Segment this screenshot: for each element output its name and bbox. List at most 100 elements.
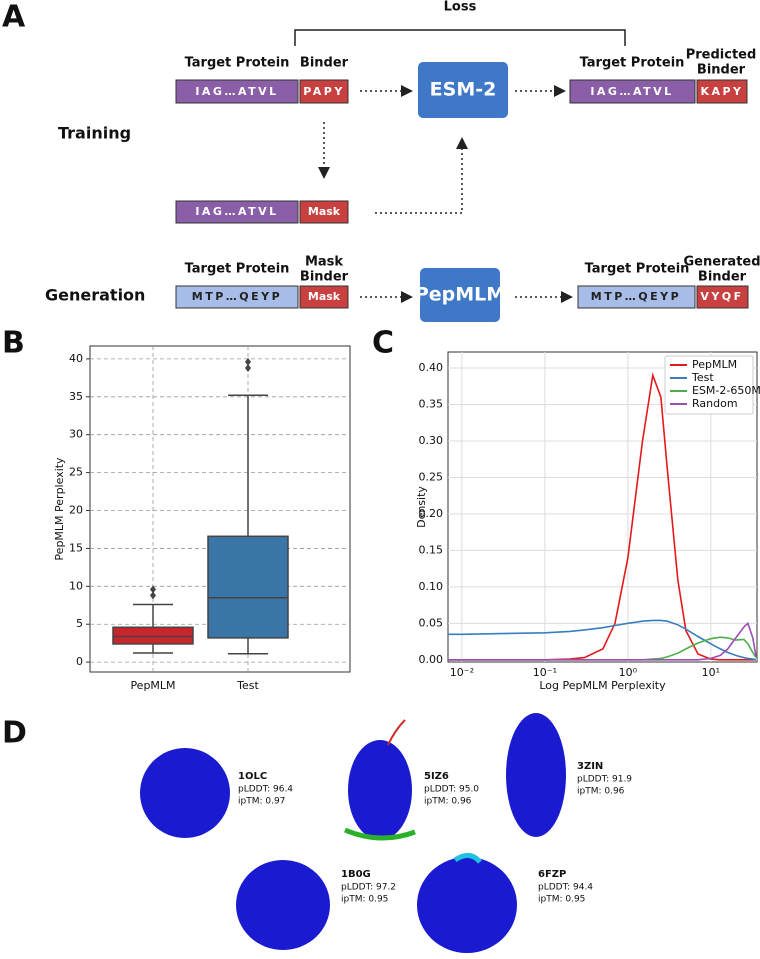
protein-structure bbox=[417, 857, 517, 953]
plddt: pLDDT: 94.4 bbox=[538, 883, 593, 893]
outlier bbox=[245, 363, 251, 372]
header: Mask bbox=[305, 255, 343, 270]
x-tick-label: 10⁻² bbox=[450, 666, 474, 679]
seq-box bbox=[569, 79, 696, 104]
protein-structure bbox=[236, 860, 330, 950]
seq-box bbox=[696, 79, 748, 104]
header: Binder bbox=[697, 63, 746, 78]
y-tick-label: 0.00 bbox=[419, 653, 444, 666]
row-label: Generation bbox=[45, 286, 145, 305]
header: Generated bbox=[683, 255, 760, 270]
y-axis-label: Density bbox=[415, 486, 428, 528]
density-curve bbox=[448, 619, 757, 661]
outlier bbox=[150, 585, 156, 594]
plddt: pLDDT: 96.4 bbox=[238, 785, 293, 795]
y-tick-label: 30 bbox=[69, 428, 83, 441]
x-tick-label: 10⁻¹ bbox=[533, 666, 557, 679]
panel-label: A bbox=[2, 0, 26, 35]
panel-label: C bbox=[372, 326, 394, 361]
seq: Mask bbox=[308, 290, 341, 303]
seq-box bbox=[299, 79, 349, 104]
y-tick-label: 0.30 bbox=[419, 434, 444, 447]
model: ESM-2 bbox=[430, 79, 497, 101]
seq: PAPY bbox=[303, 85, 345, 98]
y-tick-label: 35 bbox=[69, 390, 83, 403]
x-tick-label: Test bbox=[236, 679, 259, 692]
seq: IAG…ATVL bbox=[590, 85, 673, 98]
arrow bbox=[375, 137, 468, 214]
row-label: Training bbox=[58, 124, 131, 143]
protein-structure bbox=[387, 719, 406, 746]
y-tick-label: 25 bbox=[69, 466, 83, 479]
pdb-id: 3ZIN bbox=[577, 761, 603, 772]
x-tick-label: 10⁰ bbox=[619, 666, 638, 679]
panel-label: D bbox=[2, 716, 27, 751]
seq-box bbox=[299, 200, 349, 224]
protein-structure bbox=[344, 827, 416, 841]
plddt: pLDDT: 97.2 bbox=[341, 883, 396, 893]
panel-d bbox=[140, 713, 566, 953]
legend-label: Random bbox=[692, 397, 738, 410]
y-tick-label: 5 bbox=[76, 617, 83, 630]
protein-structure bbox=[506, 713, 566, 837]
seq: KAPY bbox=[700, 85, 743, 98]
box bbox=[112, 626, 194, 645]
legend-label: Test bbox=[691, 371, 714, 384]
density-curve bbox=[448, 621, 757, 661]
seq-box bbox=[299, 285, 349, 309]
header: Binder bbox=[300, 56, 349, 71]
panel-label: B bbox=[2, 326, 25, 361]
y-tick-label: 0 bbox=[76, 655, 83, 668]
legend-label: ESM-2-650M bbox=[692, 384, 760, 397]
loss-label: Loss bbox=[444, 0, 477, 15]
y-tick-label: 0.05 bbox=[419, 616, 444, 629]
y-tick-label: 20 bbox=[69, 504, 83, 517]
y-tick-label: 0.20 bbox=[419, 507, 444, 520]
y-tick-label: 0.15 bbox=[419, 543, 444, 556]
y-tick-label: 15 bbox=[69, 541, 83, 554]
seq-box bbox=[696, 285, 749, 309]
iptm: ipTM: 0.96 bbox=[577, 787, 625, 797]
outlier bbox=[245, 357, 251, 366]
seq: Mask bbox=[308, 205, 341, 218]
seq-box bbox=[175, 79, 299, 104]
y-tick-label: 40 bbox=[69, 352, 83, 365]
protein-structure bbox=[348, 740, 412, 840]
protein-structure bbox=[140, 748, 230, 838]
x-tick-label: PepMLM bbox=[130, 679, 175, 692]
iptm: ipTM: 0.96 bbox=[424, 797, 472, 807]
seq: IAG…ATVL bbox=[195, 85, 278, 98]
loss-bracket bbox=[294, 29, 626, 46]
header: Target Protein bbox=[585, 262, 690, 277]
y-tick-label: 0.35 bbox=[419, 398, 444, 411]
model-box bbox=[418, 62, 508, 118]
header: Binder bbox=[698, 270, 747, 285]
y-axis-label: PepMLM Perplexity bbox=[53, 457, 66, 561]
model-box bbox=[420, 268, 500, 322]
y-tick-label: 0.40 bbox=[419, 361, 444, 374]
seq-box bbox=[175, 200, 299, 224]
protein-structure bbox=[453, 853, 482, 864]
iptm: ipTM: 0.97 bbox=[238, 797, 285, 807]
header: Target Protein bbox=[185, 56, 290, 71]
box bbox=[207, 535, 289, 639]
seq: MTP…QEYP bbox=[591, 290, 681, 303]
legend-label: PepMLM bbox=[692, 358, 737, 371]
header: Predicted bbox=[686, 48, 757, 63]
header: Target Protein bbox=[185, 262, 290, 277]
legend bbox=[664, 355, 754, 415]
panel-b: 0 5 10 15 20 25 30 35 40 PepMLM Perplexity PepMLM T… bbox=[53, 345, 351, 692]
pdb-id: 6FZP bbox=[538, 869, 566, 880]
panel-a: Loss Target Protein Binder IAG…ATVL PAPY… bbox=[45, 0, 760, 322]
structure-labels: 1OLC pLDDT: 96.4 ipTM: 0.97 5IZ6 pLDDT: … bbox=[238, 761, 632, 905]
seq-box bbox=[577, 285, 696, 309]
pdb-id: 1B0G bbox=[341, 869, 371, 880]
y-tick-label: 0.10 bbox=[419, 580, 444, 593]
outlier bbox=[150, 591, 156, 600]
plddt: pLDDT: 91.9 bbox=[577, 775, 632, 785]
panel-c: 0.00 0.05 0.10 0.15 0.20 0.25 0.30 0.35 0.40 10⁻²… bbox=[415, 351, 760, 692]
x-axis-label: Log PepMLM Perplexity bbox=[539, 679, 666, 692]
seq: MTP…QEYP bbox=[192, 290, 282, 303]
seq: VYQF bbox=[700, 290, 743, 303]
